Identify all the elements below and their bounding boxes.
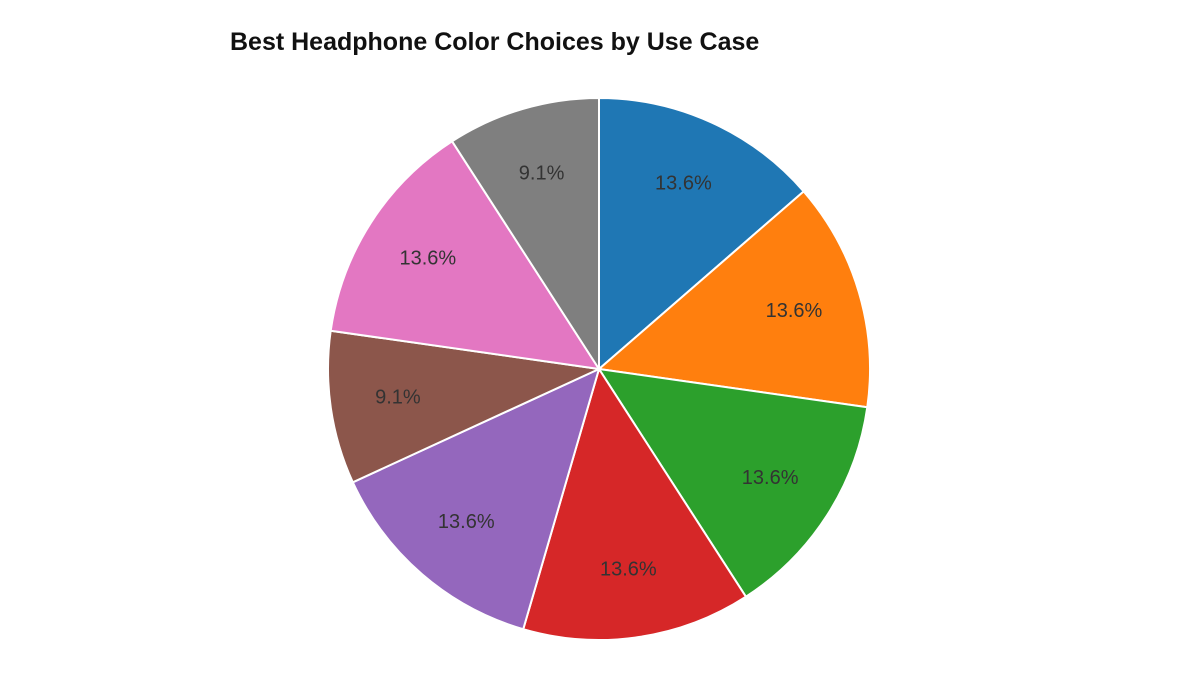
pie-slice-label-3: 13.6% [742,467,799,489]
pie-slice-label-7: 13.6% [399,248,456,270]
pie-slice-2 [596,190,871,409]
pie-slice-8 [450,96,600,373]
pie-slice-label-1: 13.6% [655,172,712,194]
pie-slice-1 [598,96,806,372]
pie-slice-label-8: 9.1% [519,162,565,184]
pie-slice-3 [596,367,869,599]
pie-slice-label-2: 13.6% [766,300,823,322]
pie-slice-label-6: 9.1% [375,387,421,409]
pie-slice-4 [522,366,748,641]
chart-title: Best Headphone Color Choices by Use Case [230,28,760,56]
pie-slice-label-5: 13.6% [438,511,495,533]
pie-slice-6 [327,329,603,484]
pie-slice-5 [351,367,601,631]
pie-labels: 13.6% 13.6% 13.6% 13.6% 13.6% 9.1% 13.6% 9.1% [375,162,822,580]
pie-slice-label-4: 13.6% [600,558,657,580]
pie-slices [327,96,871,641]
pie-slice-7 [329,139,602,371]
